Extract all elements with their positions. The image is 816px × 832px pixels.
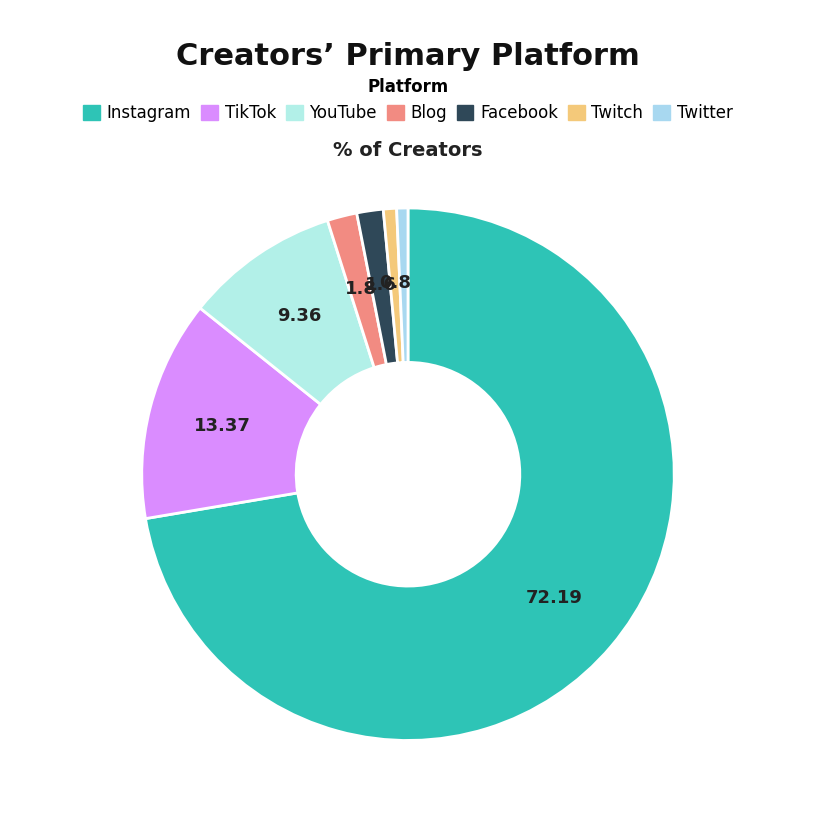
Text: % of Creators: % of Creators — [333, 141, 483, 161]
Text: 1.8: 1.8 — [344, 280, 376, 298]
Text: 13.37: 13.37 — [194, 417, 251, 435]
Wedge shape — [145, 208, 674, 740]
Text: 1.6: 1.6 — [365, 275, 397, 294]
Text: Creators’ Primary Platform: Creators’ Primary Platform — [176, 42, 640, 71]
Legend: Instagram, TikTok, YouTube, Blog, Facebook, Twitch, Twitter: Instagram, TikTok, YouTube, Blog, Facebo… — [78, 72, 738, 127]
Wedge shape — [384, 208, 403, 363]
Wedge shape — [397, 208, 408, 363]
Wedge shape — [142, 308, 321, 518]
Text: 9.36: 9.36 — [277, 307, 322, 325]
Wedge shape — [327, 213, 387, 368]
Wedge shape — [357, 209, 397, 364]
Wedge shape — [200, 220, 375, 404]
Text: 0.8: 0.8 — [379, 274, 411, 292]
Text: 72.19: 72.19 — [526, 589, 583, 607]
